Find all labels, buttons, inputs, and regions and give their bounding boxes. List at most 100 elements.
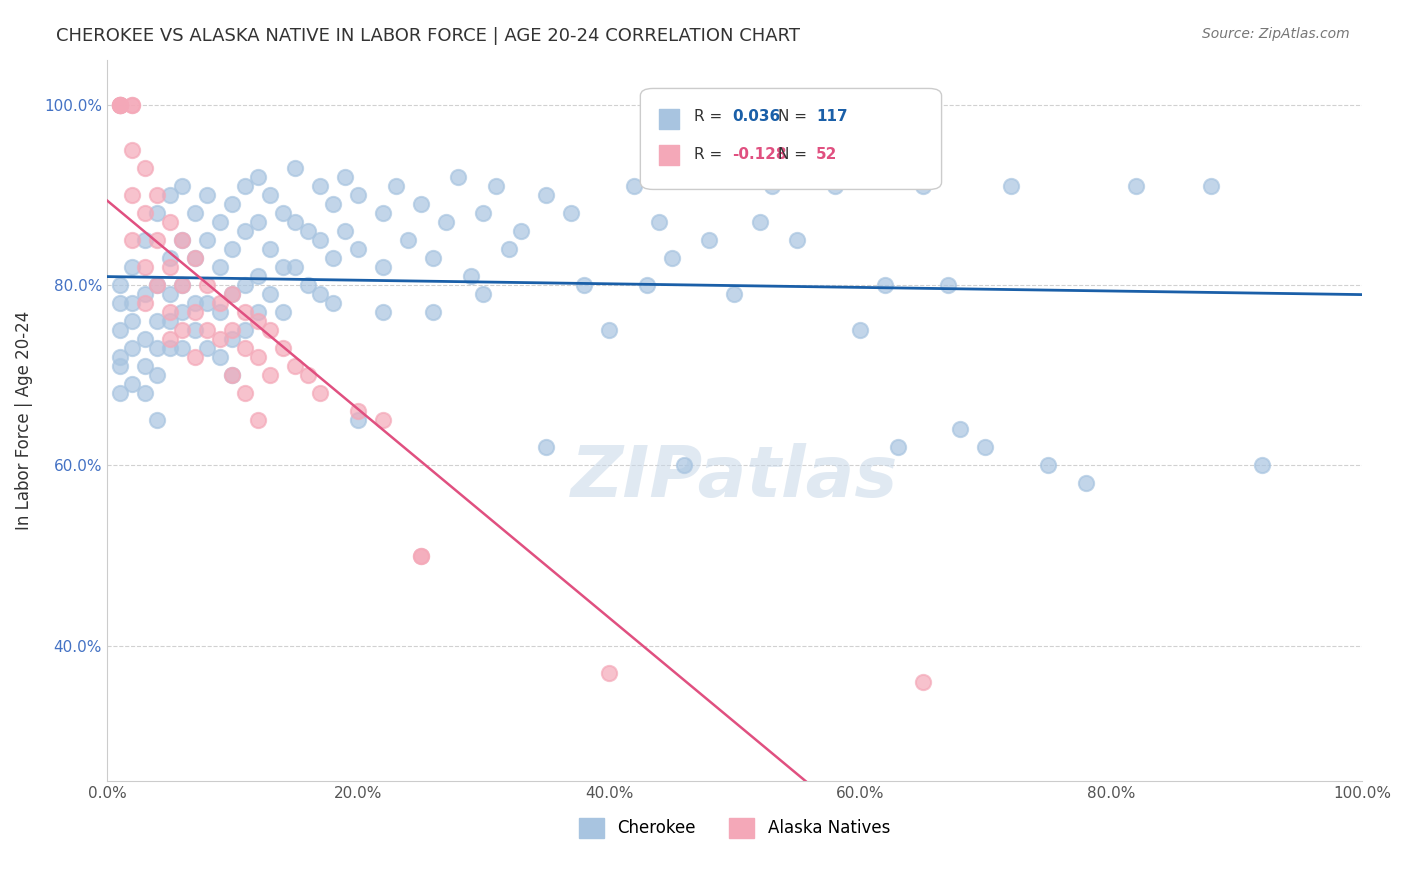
- Point: [134, 296, 156, 310]
- Point: [108, 278, 131, 293]
- Point: [134, 161, 156, 175]
- Point: [1038, 458, 1060, 473]
- Point: [384, 178, 406, 193]
- Point: [195, 296, 218, 310]
- Point: [422, 305, 444, 319]
- Point: [159, 287, 181, 301]
- Point: [347, 242, 370, 256]
- Point: [121, 341, 143, 355]
- Point: [159, 341, 181, 355]
- Point: [949, 422, 972, 436]
- Text: N =: N =: [779, 109, 813, 124]
- Point: [146, 314, 169, 328]
- Text: 0.036: 0.036: [733, 109, 780, 124]
- Point: [134, 233, 156, 247]
- Point: [422, 251, 444, 265]
- Point: [536, 187, 558, 202]
- Point: [172, 323, 194, 337]
- Point: [271, 206, 294, 220]
- Text: R =: R =: [695, 147, 727, 162]
- Point: [335, 224, 357, 238]
- Point: [108, 97, 131, 112]
- Point: [347, 404, 370, 418]
- Point: [911, 674, 934, 689]
- Point: [121, 260, 143, 274]
- Text: N =: N =: [779, 147, 813, 162]
- Point: [121, 97, 143, 112]
- Point: [172, 305, 194, 319]
- Point: [460, 268, 482, 283]
- Point: [134, 332, 156, 346]
- Point: [658, 217, 681, 231]
- Point: [184, 251, 207, 265]
- Point: [472, 287, 495, 301]
- Text: -0.128: -0.128: [733, 147, 786, 162]
- Text: CHEROKEE VS ALASKA NATIVE IN LABOR FORCE | AGE 20-24 CORRELATION CHART: CHEROKEE VS ALASKA NATIVE IN LABOR FORCE…: [56, 27, 800, 45]
- Point: [246, 268, 269, 283]
- Point: [195, 341, 218, 355]
- Point: [233, 224, 256, 238]
- Point: [284, 215, 307, 229]
- Point: [159, 260, 181, 274]
- Y-axis label: In Labor Force | Age 20-24: In Labor Force | Age 20-24: [15, 310, 32, 530]
- Point: [221, 242, 243, 256]
- Point: [108, 97, 131, 112]
- Point: [146, 368, 169, 383]
- Point: [560, 206, 582, 220]
- Point: [661, 251, 683, 265]
- Point: [434, 215, 457, 229]
- Point: [347, 413, 370, 427]
- Point: [259, 187, 281, 202]
- Point: [108, 323, 131, 337]
- Point: [911, 178, 934, 193]
- Point: [121, 296, 143, 310]
- Point: [371, 413, 394, 427]
- Point: [134, 287, 156, 301]
- Point: [146, 233, 169, 247]
- Point: [108, 386, 131, 401]
- Point: [849, 323, 872, 337]
- Point: [673, 458, 696, 473]
- Point: [184, 206, 207, 220]
- Point: [335, 169, 357, 184]
- Point: [172, 278, 194, 293]
- Point: [623, 178, 645, 193]
- Point: [134, 260, 156, 274]
- Point: [121, 187, 143, 202]
- Point: [121, 143, 143, 157]
- Point: [134, 206, 156, 220]
- Point: [208, 350, 231, 364]
- Point: [159, 187, 181, 202]
- Point: [409, 197, 432, 211]
- Point: [233, 305, 256, 319]
- Point: [284, 260, 307, 274]
- Point: [284, 359, 307, 374]
- Point: [572, 278, 595, 293]
- Point: [309, 178, 332, 193]
- Point: [146, 413, 169, 427]
- Point: [297, 224, 319, 238]
- Text: Source: ZipAtlas.com: Source: ZipAtlas.com: [1202, 27, 1350, 41]
- Point: [159, 215, 181, 229]
- Point: [221, 368, 243, 383]
- Point: [108, 97, 131, 112]
- Point: [309, 386, 332, 401]
- Point: [284, 161, 307, 175]
- Point: [1074, 476, 1097, 491]
- Point: [121, 233, 143, 247]
- Point: [322, 251, 344, 265]
- Point: [221, 368, 243, 383]
- Point: [221, 323, 243, 337]
- Point: [172, 341, 194, 355]
- Point: [195, 187, 218, 202]
- Point: [472, 206, 495, 220]
- Point: [371, 260, 394, 274]
- Point: [246, 314, 269, 328]
- Point: [221, 287, 243, 301]
- Point: [322, 296, 344, 310]
- Point: [108, 359, 131, 374]
- Point: [447, 169, 470, 184]
- Point: [146, 341, 169, 355]
- Point: [208, 305, 231, 319]
- Point: [598, 323, 620, 337]
